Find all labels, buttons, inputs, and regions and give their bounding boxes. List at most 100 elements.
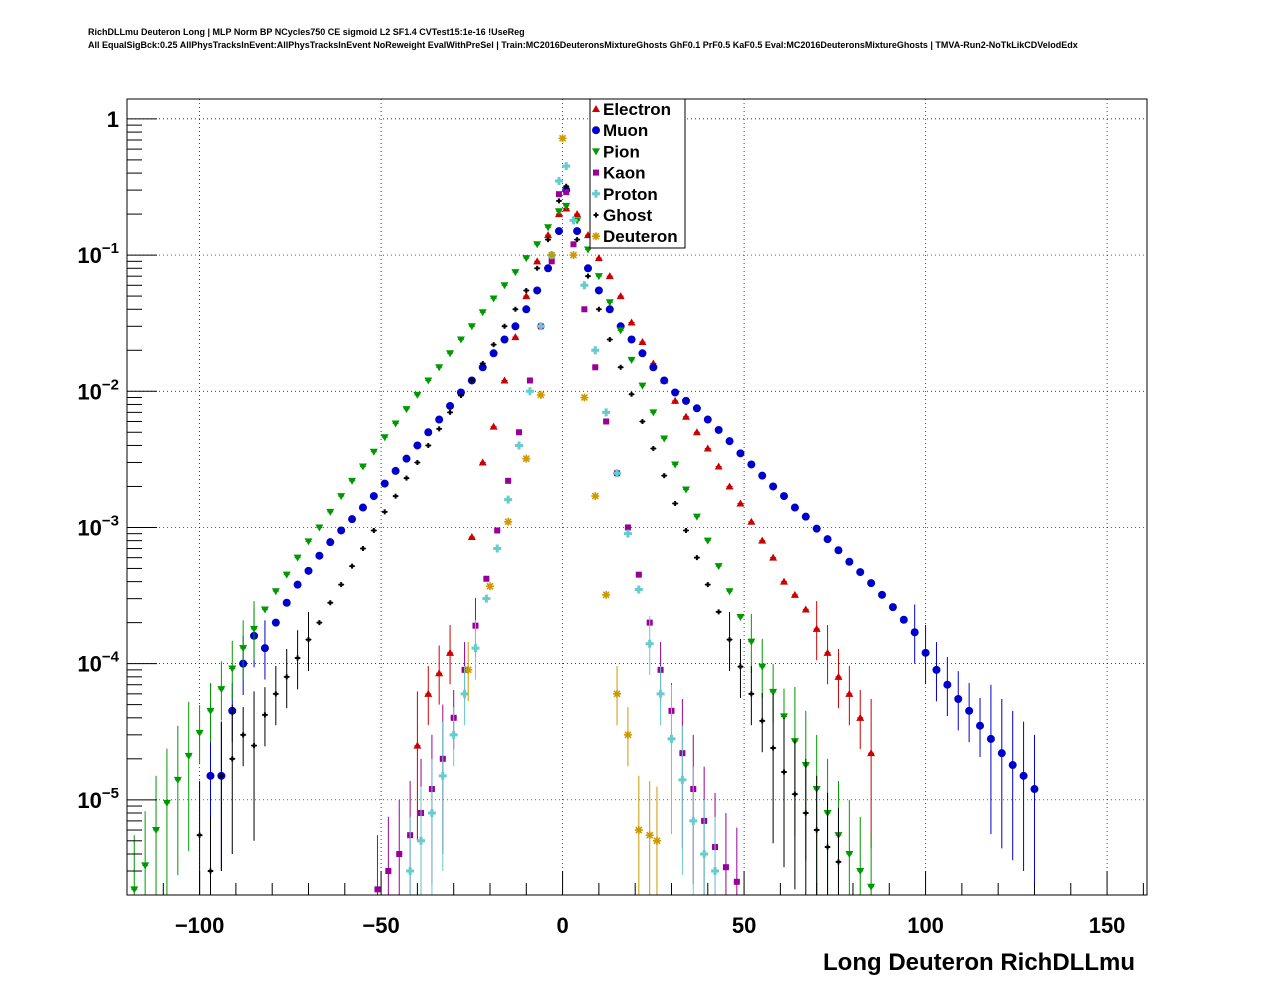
- data-point: [260, 606, 269, 614]
- header-line-2: All EqualSigBck:0.25 AllPhysTracksInEven…: [88, 40, 1078, 50]
- data-point: [714, 425, 723, 434]
- data-point: [458, 393, 464, 399]
- data-point: [315, 524, 324, 532]
- data-point: [326, 508, 335, 516]
- legend-marker-deuteron: [592, 232, 600, 241]
- legend-marker-electron: [592, 105, 600, 112]
- data-point: [1008, 761, 1017, 770]
- data-point: [500, 376, 509, 384]
- data-point: [533, 286, 542, 295]
- data-point: [649, 409, 658, 417]
- data-point: [438, 771, 447, 780]
- data-point: [533, 257, 542, 265]
- x-tick-label: 100: [907, 913, 944, 938]
- data-point: [478, 458, 487, 466]
- data-point: [623, 730, 632, 739]
- data-point: [569, 216, 578, 225]
- data-point: [627, 335, 636, 344]
- data-point: [634, 585, 643, 594]
- data-point: [478, 363, 487, 372]
- data-point: [293, 554, 302, 562]
- data-point: [251, 743, 257, 749]
- data-point: [141, 862, 150, 870]
- data-point: [304, 566, 313, 575]
- data-point: [562, 162, 571, 171]
- data-point: [624, 524, 631, 531]
- data-point: [574, 237, 580, 243]
- data-point: [997, 749, 1006, 758]
- data-point: [522, 255, 531, 263]
- data-point: [780, 492, 789, 501]
- data-point: [682, 486, 691, 494]
- data-point: [856, 568, 865, 577]
- data-point: [623, 529, 632, 538]
- data-point: [1030, 785, 1039, 794]
- data-point: [910, 628, 919, 637]
- data-point: [758, 663, 767, 671]
- data-point: [500, 282, 509, 290]
- data-point: [337, 526, 346, 535]
- series-proton: [406, 162, 720, 895]
- data-point: [635, 571, 642, 578]
- y-tick-label: 10−2: [77, 376, 119, 404]
- data-point: [326, 538, 335, 547]
- data-point: [747, 460, 756, 469]
- data-point: [737, 664, 743, 670]
- data-point: [607, 336, 613, 342]
- data-point: [759, 718, 765, 724]
- data-point: [338, 582, 344, 588]
- data-point: [239, 645, 248, 653]
- data-point: [260, 644, 269, 653]
- data-point: [954, 694, 963, 703]
- data-point: [899, 615, 908, 624]
- data-point: [649, 363, 658, 372]
- data-point: [396, 851, 403, 858]
- data-point: [845, 557, 854, 566]
- legend-label-pion: Pion: [603, 142, 640, 161]
- data-point: [692, 404, 701, 413]
- data-point: [467, 323, 476, 331]
- series-kaon: [374, 189, 740, 895]
- data-point: [456, 336, 465, 344]
- data-point: [823, 535, 832, 544]
- data-point: [273, 691, 279, 697]
- data-point: [315, 551, 324, 560]
- data-point: [569, 251, 578, 260]
- data-point: [583, 264, 592, 273]
- data-point: [485, 582, 494, 591]
- data-point: [162, 799, 171, 807]
- legend-label-proton: Proton: [603, 185, 658, 204]
- data-point: [790, 503, 799, 512]
- data-point: [502, 323, 508, 329]
- data-point: [369, 448, 378, 456]
- data-point: [878, 590, 887, 599]
- data-point: [845, 689, 854, 697]
- data-point: [195, 729, 204, 737]
- data-point: [672, 500, 678, 506]
- data-point: [748, 691, 754, 697]
- series-deuteron: [464, 134, 661, 895]
- data-layer: [130, 134, 1039, 895]
- data-point: [769, 688, 778, 696]
- data-point: [406, 867, 415, 876]
- data-point: [689, 816, 698, 825]
- data-point: [505, 477, 512, 484]
- legend-marker-pion: [592, 148, 600, 156]
- data-point: [544, 231, 553, 239]
- legend-marker-kaon: [593, 169, 599, 176]
- data-point: [424, 377, 433, 385]
- data-point: [736, 499, 745, 507]
- data-point: [152, 827, 161, 835]
- data-point: [769, 482, 778, 491]
- data-point: [447, 409, 453, 415]
- data-point: [217, 686, 226, 694]
- data-point: [703, 415, 712, 424]
- y-tick-label: 10−5: [77, 785, 119, 813]
- data-point: [402, 454, 411, 463]
- data-point: [714, 563, 723, 571]
- data-point: [504, 495, 513, 504]
- x-tick-label: 50: [732, 913, 756, 938]
- data-point: [714, 462, 723, 470]
- data-point: [544, 224, 553, 232]
- data-point: [801, 512, 810, 521]
